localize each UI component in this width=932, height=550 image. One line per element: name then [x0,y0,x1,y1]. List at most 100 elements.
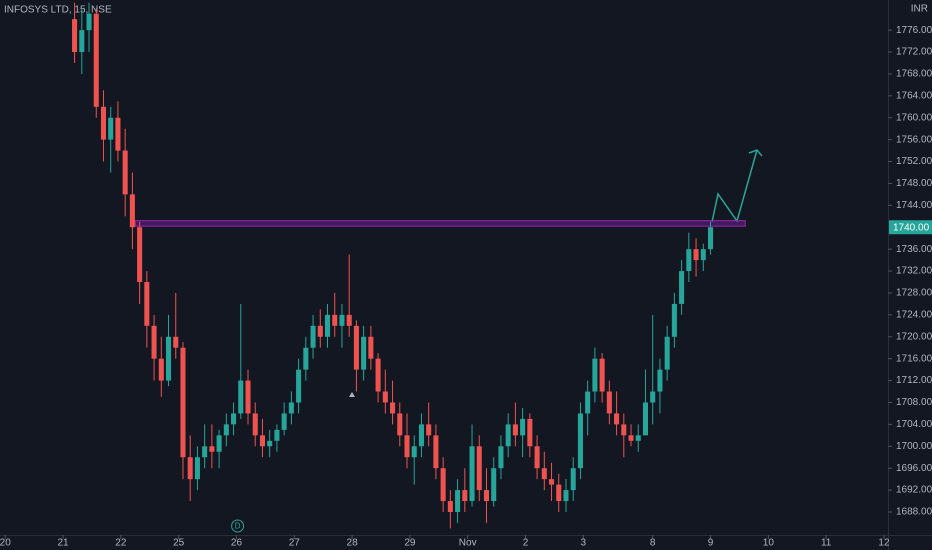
candle-body [238,380,244,414]
candle-body [592,358,598,392]
last-price-box [889,220,932,235]
candle-body [614,413,620,425]
candle-body [173,336,179,348]
candle-body [93,13,99,107]
candle-body [317,325,323,337]
y-tick-label: 1768.00 [896,69,932,80]
candle-body [512,424,518,436]
candle-body [491,468,497,502]
candle-body [556,484,562,502]
candle-body [216,435,222,452]
candle-body [635,435,641,441]
y-tick-label: 1736.00 [896,244,932,255]
y-tick-label: 1704.00 [896,419,932,430]
dividend-marker [231,519,245,533]
y-tick-label: 1752.00 [896,156,932,167]
candle-body [353,325,359,370]
candle-body [223,424,229,436]
candle-body [585,391,591,414]
y-tick-label: 1716.00 [896,353,932,364]
candle-body [671,303,677,337]
drawings [134,149,763,397]
candle-body [375,358,381,392]
y-tick-label: 1776.00 [896,25,932,36]
candle-body [346,314,352,326]
y-tick-label: 1696.00 [896,463,932,474]
y-tick-label: 1700.00 [896,441,932,452]
y-tick-label: 1724.00 [896,310,932,321]
candle-body [259,435,265,447]
candle-body [180,347,186,458]
candle-body [541,468,547,480]
y-tick-label: 1764.00 [896,90,932,101]
candle-body [187,457,193,480]
candle-body [129,194,135,228]
x-tick-label: 20 [0,538,11,549]
x-tick-label: Nov [459,538,477,549]
x-tick-label: 3 [581,538,587,549]
candle-body [418,424,424,447]
x-tick-label: 11 [821,538,832,549]
candle-body [426,424,432,436]
candle-body [664,336,670,370]
candle-body [252,413,258,436]
dividend-label: D [235,522,241,531]
candle-body [281,413,287,430]
candle-body [231,413,237,425]
candle-body [534,446,540,469]
y-tick-label: 1760.00 [896,112,932,123]
projection-arrow [711,149,758,223]
candle-body [483,490,490,502]
candle-body [404,435,410,458]
x-tick-label: 22 [115,538,127,549]
candle-body [209,446,215,452]
candle-body [382,391,388,403]
x-tick-label: 8 [650,538,656,549]
x-tick-label: 21 [57,538,69,549]
y-tick-label: 1712.00 [896,375,932,386]
candle-body [563,490,569,502]
candle-body [570,468,576,491]
y-tick-label: 1748.00 [896,178,932,189]
candle-body [577,413,583,469]
candle-body [137,227,143,283]
candle-body [202,446,208,458]
candle-body [274,429,280,441]
candle-body [361,336,367,370]
candle-body [339,314,345,326]
candle-body [368,336,374,359]
candle-body [122,150,128,195]
candle-body [679,271,685,304]
candle-body [86,13,92,31]
candle-body [686,249,692,272]
x-tick-label: 25 [173,538,185,549]
y-tick-label: 1744.00 [896,200,932,211]
y-tick-label: 1720.00 [896,331,932,342]
candle-body [447,501,453,513]
last-price-label: 1740.00 [893,222,930,233]
candle-body [324,314,331,337]
candle-body [707,227,714,250]
candle-body [288,402,294,414]
candle-body [498,446,504,469]
candle-body [549,479,555,485]
candle-body [194,457,200,480]
arrow-head [748,149,763,157]
x-tick-label: 2 [523,538,529,549]
candle-body [100,106,107,140]
candle-body [693,249,699,261]
x-tick-label: 26 [231,538,243,549]
candle-body [310,325,316,348]
y-tick-label: 1756.00 [896,134,932,145]
candle-body [462,490,468,502]
candle-body [144,282,150,326]
candle-body [476,446,482,491]
price-zone [134,220,746,227]
candle-body [628,435,634,441]
y-tick-label: 1728.00 [896,288,932,299]
candle-body [642,402,649,436]
candle-body [527,418,533,447]
